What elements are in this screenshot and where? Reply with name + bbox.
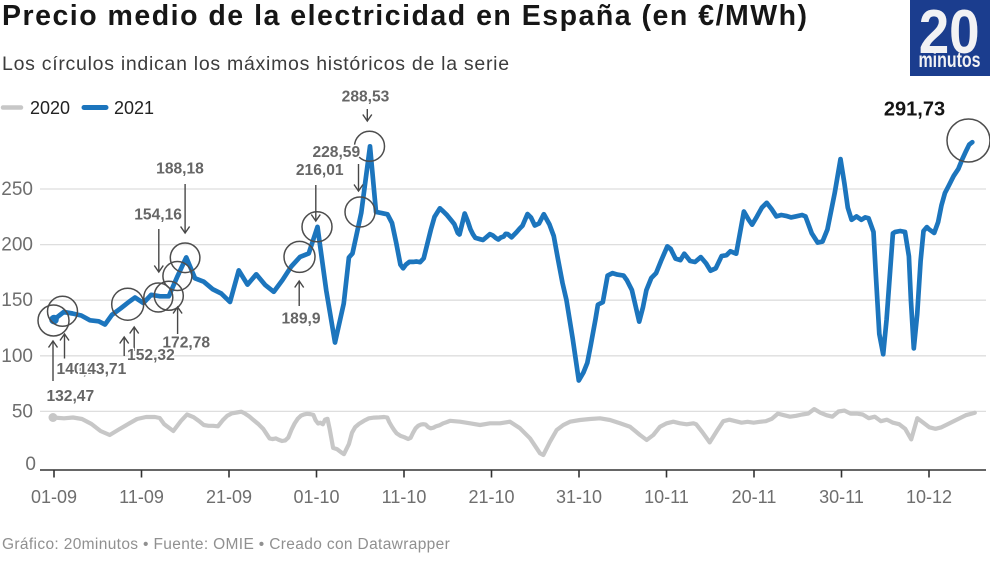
svg-text:100: 100 (1, 346, 33, 367)
svg-text:132,47: 132,47 (46, 388, 94, 405)
svg-text:140,23: 140,23 (57, 361, 105, 378)
svg-text:21-09: 21-09 (206, 487, 252, 507)
svg-text:2021: 2021 (114, 98, 154, 118)
svg-text:31-10: 31-10 (556, 487, 602, 507)
svg-text:152,32: 152,32 (127, 347, 175, 364)
svg-text:01-10: 01-10 (293, 487, 339, 507)
svg-text:Precio medio de la electricida: Precio medio de la electricidad en Españ… (2, 0, 809, 32)
svg-text:291,73: 291,73 (884, 99, 945, 121)
svg-text:21-10: 21-10 (468, 487, 514, 507)
svg-text:216,01: 216,01 (296, 162, 344, 179)
svg-text:Gráfico: 20minutos • Fuente: O: Gráfico: 20minutos • Fuente: OMIE • Crea… (2, 536, 450, 553)
svg-text:288,53: 288,53 (342, 88, 390, 105)
svg-text:minutos: minutos (919, 49, 981, 72)
svg-text:01-09: 01-09 (31, 487, 77, 507)
svg-text:10-11: 10-11 (644, 487, 689, 507)
svg-text:143,71: 143,71 (79, 361, 127, 378)
svg-text:2020: 2020 (30, 98, 70, 118)
svg-text:0: 0 (25, 454, 36, 475)
svg-text:20: 20 (919, 0, 980, 67)
svg-text:150: 150 (1, 290, 33, 311)
svg-text:188,18: 188,18 (156, 161, 204, 178)
svg-text:10-12: 10-12 (906, 487, 952, 507)
svg-text:172,78: 172,78 (162, 334, 210, 351)
svg-text:50: 50 (12, 401, 33, 422)
svg-text:200: 200 (1, 235, 33, 256)
svg-text:Los círculos indican los máxim: Los círculos indican los máximos históri… (2, 53, 510, 75)
svg-text:11-09: 11-09 (119, 487, 164, 507)
svg-text:11-10: 11-10 (382, 487, 427, 507)
svg-text:228,59: 228,59 (312, 144, 360, 161)
svg-text:20-11: 20-11 (732, 487, 777, 507)
svg-text:154,16: 154,16 (134, 207, 182, 224)
svg-text:30-11: 30-11 (819, 487, 864, 507)
svg-text:250: 250 (1, 179, 33, 200)
svg-text:189,9: 189,9 (281, 311, 320, 328)
